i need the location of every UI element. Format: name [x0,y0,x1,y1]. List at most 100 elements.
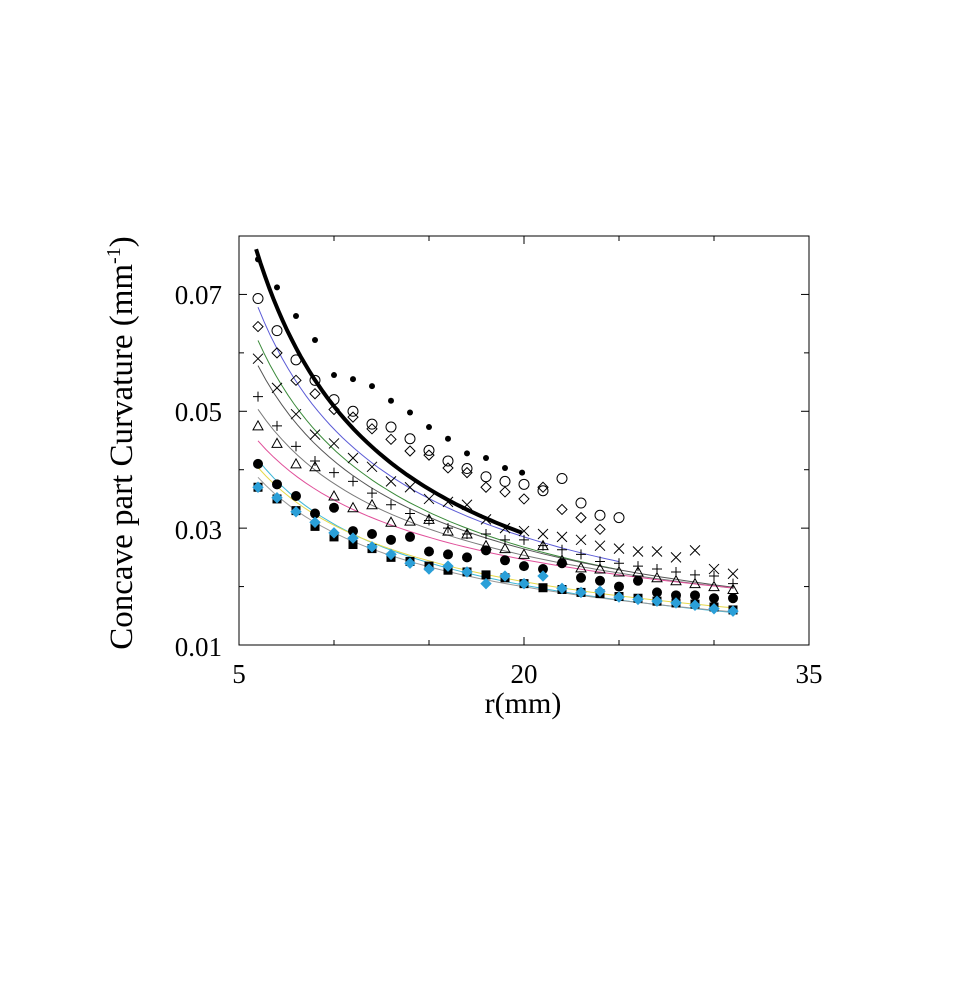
data-point-s9-22 [651,595,663,607]
data-point-s9-5 [328,527,340,539]
data-point-s9-17 [556,582,568,595]
data-point-s7-19 [595,575,605,586]
y-axis-label-main: Concave part Curvature (mm [104,264,140,650]
data-point-s7-6 [348,526,358,537]
data-point-s3-8 [385,433,397,446]
data-point-s4-17 [556,531,568,543]
x-tick-label-35: 35 [796,659,823,689]
data-point-s5-7 [367,488,377,499]
data-point-s6-4 [309,460,321,472]
y-tick-label-0.03: 0.03 [175,515,222,545]
data-point-s6-9 [404,515,416,526]
data-point-s6-7 [366,498,378,510]
data-point-s7-15 [519,561,529,572]
data-point-s7-2 [272,479,282,490]
data-point-s9-8 [385,548,397,561]
data-point-s7-1 [253,458,263,469]
data-point-s9-9 [404,557,416,569]
data-point-s9-12 [461,566,473,578]
fit-curve-6 [257,440,734,589]
data-point-s6-5 [328,489,340,501]
data-point-s3-6 [347,411,359,423]
fit-curve-3 [257,340,620,571]
data-point-s7-8 [386,534,396,545]
data-point-s9-18 [575,586,587,599]
data-point-s9-3 [290,506,302,518]
data-point-s4-1 [252,353,264,365]
data-point-s7-23 [671,590,681,601]
data-point-s7-10 [424,546,434,557]
data-point-s2-4 [309,374,321,386]
data-point-s2-20 [613,512,625,524]
data-point-s1-6 [350,376,356,383]
data-point-s9-13 [480,577,492,590]
plot-area [238,235,810,646]
data-point-s4-23 [670,552,682,563]
data-point-s6-11 [442,525,454,536]
data-point-s6-12 [461,527,473,539]
data-point-s2-1 [252,293,264,305]
data-point-s3-19 [594,523,606,536]
data-point-s7-26 [728,593,738,604]
data-point-s6-25 [708,580,720,592]
data-point-s9-6 [347,532,359,544]
data-point-s4-15 [518,525,530,537]
data-point-s1-11 [445,435,451,442]
data-point-s7-25 [709,593,719,604]
data-point-s5-2 [272,420,282,431]
data-point-s1-5 [331,372,337,379]
data-point-s3-10 [423,449,435,461]
data-point-s5-8 [386,499,396,510]
data-point-s9-20 [613,591,625,603]
data-point-s3-12 [461,466,473,479]
y-tick-label-0.05: 0.05 [175,397,222,427]
data-point-s6-22 [651,571,663,583]
data-point-s4-9 [404,481,416,493]
y-tick-label-0.01: 0.01 [175,632,222,662]
data-point-s7-14 [500,555,510,566]
data-point-s3-2 [271,347,283,359]
data-point-s4-26 [727,568,739,580]
data-point-s5-3 [291,441,301,452]
data-point-s4-10 [423,493,435,505]
data-point-s7-9 [405,531,415,542]
data-point-s1-9 [407,409,413,416]
data-point-s9-4 [309,516,321,529]
data-point-s6-1 [252,419,264,431]
data-point-s4-12 [461,499,473,511]
data-point-s3-11 [442,462,454,474]
data-point-s4-25 [708,563,720,575]
data-point-s7-11 [443,549,453,560]
y-axis-label: Concave part Curvature (mm-1) [103,236,140,649]
data-point-s6-18 [575,561,587,573]
data-point-s3-16 [537,481,549,493]
data-point-s2-10 [423,444,435,456]
data-point-s4-14 [499,522,511,534]
y-tick-label-0.07: 0.07 [175,280,222,310]
data-point-s5-1 [253,391,263,402]
data-point-s7-5 [329,502,339,513]
data-point-s4-2 [271,382,283,394]
data-point-s4-24 [689,544,701,556]
data-point-s5-17 [557,544,567,555]
data-point-s9-25 [708,603,720,615]
data-point-s6-10 [423,513,435,524]
data-point-s3-13 [480,481,492,493]
data-point-s4-22 [651,546,663,557]
data-point-s3-14 [499,486,511,498]
data-point-s7-4 [310,508,320,519]
data-point-s7-21 [633,575,643,586]
data-point-s2-17 [556,472,568,484]
data-point-s2-14 [499,475,511,487]
data-point-s2-6 [347,405,359,417]
data-point-s7-17 [557,558,567,569]
data-point-s2-11 [442,455,454,467]
data-point-s3-1 [252,320,264,333]
fit-curve-7 [257,459,734,613]
data-point-s2-18 [575,497,587,509]
data-point-s7-24 [690,590,700,601]
data-point-s3-15 [518,493,530,505]
data-point-s1-2 [274,284,280,291]
data-point-s9-14 [499,570,511,582]
